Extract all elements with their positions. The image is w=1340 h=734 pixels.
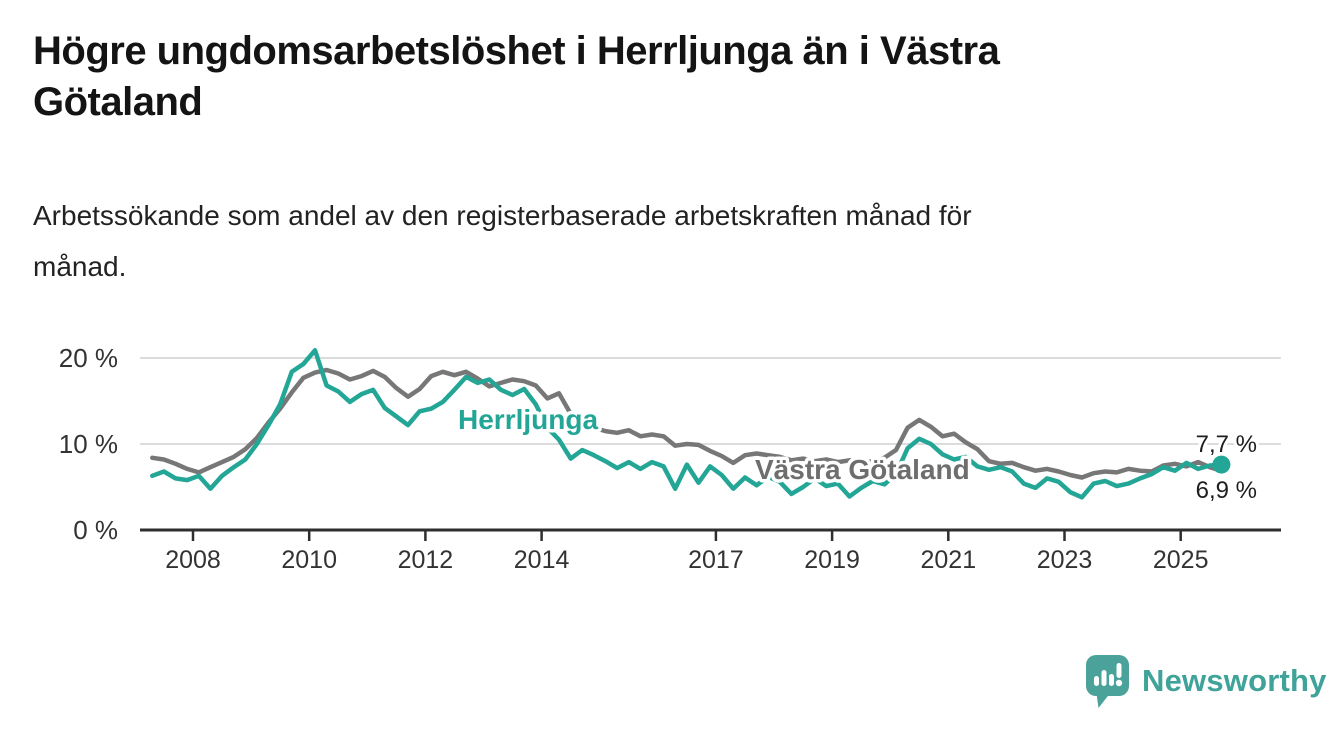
y-axis-tick-label: 0 % xyxy=(73,515,118,545)
x-axis-tick-label: 2010 xyxy=(281,546,337,574)
chart-series-lines xyxy=(150,348,1231,500)
chart-subtitle-line1: Arbetssökande som andel av den registerb… xyxy=(33,200,972,231)
x-axis-tick-label: 2021 xyxy=(920,546,976,574)
vastra-gotaland-end-value-label: 6,9 % xyxy=(1196,477,1257,504)
herrljunga-line-label: Herrljunga xyxy=(458,404,598,435)
x-axis-tick-label: 2023 xyxy=(1037,546,1093,574)
newsworthy-logo: Newsworthy xyxy=(1084,652,1327,710)
line-herrljunga xyxy=(150,348,1224,500)
end-dot-herrljunga xyxy=(1212,455,1231,474)
y-axis-tick-label: 10 % xyxy=(59,429,118,459)
x-axis-tick-label: 2008 xyxy=(165,546,221,574)
page-title: Högre ungdomsarbetslöshet i Herrljunga ä… xyxy=(33,26,1313,128)
vastra-gotaland-line-label: Västra Götaland xyxy=(755,454,970,485)
chart-axes-and-grid: 0 % 10 % 20 % 2008 2010 2012 2014 2017 2019 2021 2… xyxy=(59,343,1281,574)
line-vastra-gotaland xyxy=(150,367,1224,480)
page-title-line2: Götaland xyxy=(33,80,203,124)
x-axis-tick-label: 2025 xyxy=(1153,546,1209,574)
chart-subtitle-line2: månad. xyxy=(33,251,127,282)
chart-subtitle: Arbetssökande som andel av den registerb… xyxy=(33,190,1313,292)
x-axis-tick-label: 2019 xyxy=(804,546,860,574)
x-axis-tick-label: 2012 xyxy=(398,546,454,574)
y-axis-tick-label: 20 % xyxy=(59,343,118,373)
x-axis-tick-label: 2017 xyxy=(688,546,744,574)
page-title-line1: Högre ungdomsarbetslöshet i Herrljunga ä… xyxy=(33,29,1000,73)
newsworthy-logo-icon xyxy=(1086,655,1129,708)
herrljunga-end-value-label: 7,7 % xyxy=(1196,431,1257,458)
x-axis-tick-label: 2014 xyxy=(514,546,570,574)
newsworthy-logo-text: Newsworthy xyxy=(1142,663,1327,698)
